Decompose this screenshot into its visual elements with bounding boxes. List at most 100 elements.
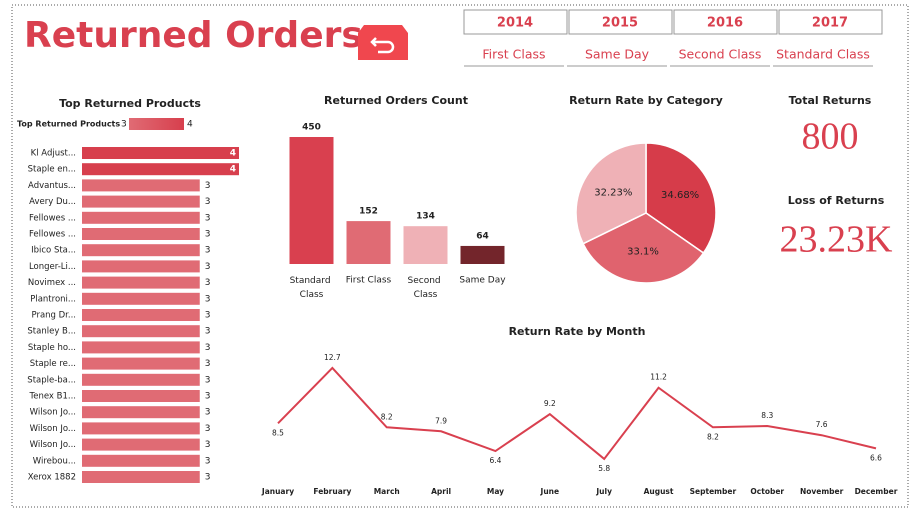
y-tick-label: Wilson Jo... <box>30 424 76 434</box>
value-label: 3 <box>205 343 211 353</box>
year-slicer[interactable] <box>463 9 568 35</box>
value-label: 3 <box>205 375 211 385</box>
value-label: 3 <box>205 392 211 402</box>
bar <box>82 228 200 240</box>
value-label: 34.68% <box>661 190 699 201</box>
chart-title: Returned Orders Count <box>324 94 468 107</box>
value-label: 3 <box>205 473 211 483</box>
value-label: 3 <box>205 311 211 321</box>
pie-slice <box>575 142 647 245</box>
value-label: 3 <box>205 327 211 337</box>
ship-mode-label[interactable]: First Class <box>482 47 545 62</box>
bar <box>82 438 200 451</box>
bar <box>82 147 239 159</box>
value-label: 64 <box>476 231 489 241</box>
label-line: Second <box>408 276 444 286</box>
ship-mode-label[interactable]: Standard Class <box>776 47 870 62</box>
x-tick-label: September <box>690 487 737 496</box>
bar <box>82 309 200 321</box>
y-tick-label: Staple-ba... <box>27 375 76 385</box>
value-label: 152 <box>359 207 378 217</box>
label-line: Class <box>300 290 324 300</box>
ship-mode-label[interactable]: Second Class <box>679 47 762 62</box>
value-label: 3 <box>205 181 211 191</box>
value-label: 6.6 <box>870 453 882 462</box>
bar <box>82 406 200 419</box>
chart-title: Return Rate by Category <box>569 94 723 107</box>
y-tick-label: Staple en... <box>28 165 76 175</box>
y-tick-label: Novimex ... <box>28 278 76 288</box>
frame <box>11 4 909 508</box>
bar <box>82 292 200 305</box>
bar <box>82 211 200 224</box>
year-label[interactable]: 2017 <box>812 16 848 31</box>
y-tick-label: Xerox 1882 <box>28 473 76 483</box>
bar <box>403 226 448 264</box>
kpi-value: 800 <box>802 116 859 158</box>
return-icon <box>358 25 408 60</box>
x-tick-label: Second Class <box>408 276 444 300</box>
value-label: 33.1% <box>627 246 659 257</box>
value-label: 4 <box>230 165 236 175</box>
value-label: 3 <box>205 230 211 240</box>
y-tick-label: Advantus... <box>28 181 76 191</box>
label-line: Class <box>414 290 438 300</box>
bar <box>82 163 239 176</box>
x-tick-label: March <box>374 487 400 496</box>
label-line: Standard <box>290 276 334 286</box>
x-tick-label: First Class <box>346 276 392 286</box>
bar <box>82 276 200 289</box>
x-tick-label: October <box>750 487 784 496</box>
legend-scale <box>129 118 184 130</box>
year-label[interactable]: 2016 <box>707 16 743 31</box>
y-tick-label: Fellowes ... <box>29 213 76 223</box>
ship-mode-label[interactable]: Same Day <box>585 47 650 62</box>
value-label: 32.23% <box>594 188 632 199</box>
y-tick-label: Ibico Sta... <box>31 246 76 256</box>
value-label: 3 <box>205 213 211 223</box>
y-tick-label: Staple ho... <box>28 343 76 353</box>
value-label: 8.2 <box>381 412 393 421</box>
legend-title: Top Returned Products <box>17 120 120 129</box>
y-tick-label: Longer-Li... <box>29 262 76 272</box>
value-label: 4 <box>230 149 236 159</box>
y-tick-label: Wilson Jo... <box>30 440 76 450</box>
bar <box>82 179 200 192</box>
year-slicer[interactable] <box>673 9 778 35</box>
y-tick-label: Stanley B... <box>27 327 76 337</box>
kpi-title: Total Returns <box>789 94 872 107</box>
x-tick-label: May <box>487 487 504 496</box>
y-tick-label: Wirebou... <box>33 456 76 466</box>
value-label: 3 <box>205 408 211 418</box>
bar <box>289 137 334 264</box>
year-label[interactable]: 2015 <box>602 16 638 31</box>
value-label: 450 <box>302 123 321 133</box>
value-label: 3 <box>205 197 211 207</box>
page-title: Returned Orders <box>24 15 363 56</box>
chart-title: Top Returned Products <box>59 97 201 110</box>
value-label: 3 <box>205 294 211 304</box>
value-label: 134 <box>416 212 435 222</box>
x-tick-label: June <box>540 487 560 496</box>
x-tick-label: July <box>595 487 612 496</box>
value-label: 8.5 <box>272 428 284 437</box>
value-label: 8.2 <box>707 432 719 441</box>
value-label: 3 <box>205 424 211 434</box>
year-label[interactable]: 2014 <box>497 16 533 31</box>
bar <box>82 341 200 354</box>
bar <box>82 357 200 370</box>
line <box>277 366 877 461</box>
y-tick-label: Fellowes ... <box>29 230 76 240</box>
kpi-value: 23.23K <box>780 219 894 261</box>
value-label: 8.3 <box>761 411 773 420</box>
value-label: 3 <box>205 262 211 272</box>
value-label: 6.4 <box>489 456 501 465</box>
bar <box>82 244 200 257</box>
pie-slice <box>582 212 705 284</box>
year-slicer[interactable] <box>778 9 883 35</box>
y-tick-label: Kl Adjust... <box>31 149 76 159</box>
value-label: 3 <box>205 456 211 466</box>
year-slicer[interactable] <box>568 9 673 35</box>
bar <box>82 471 200 483</box>
